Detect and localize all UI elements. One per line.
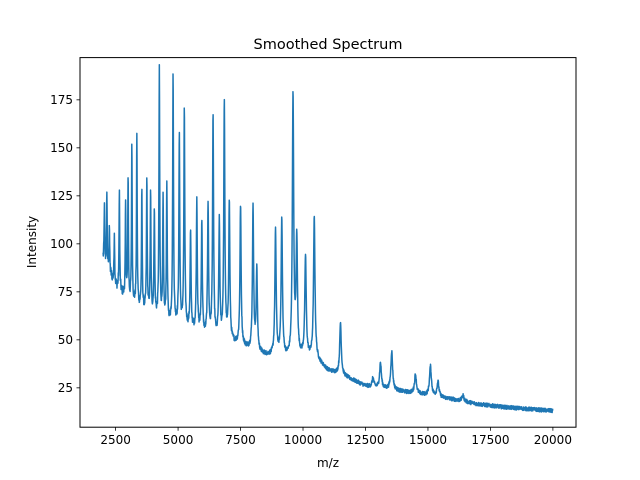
x-tick-label: 2500: [100, 433, 131, 447]
x-tick-label: 12500: [346, 433, 384, 447]
x-axis: 2500 5000 7500 10000 12500 15000 17500 20000: [100, 427, 572, 447]
plot-area: [102, 64, 554, 414]
y-tick-label: 175: [50, 93, 73, 107]
y-axis-label: Intensity: [25, 216, 39, 268]
chart-title: Smoothed Spectrum: [254, 37, 403, 53]
x-axis-label: m/z: [317, 456, 339, 470]
y-tick-label: 50: [58, 333, 73, 347]
y-tick-label: 75: [58, 285, 73, 299]
y-tick-label: 25: [58, 381, 73, 395]
y-tick-label: 150: [50, 141, 73, 155]
x-tick-label: 7500: [225, 433, 256, 447]
y-tick-label: 125: [50, 189, 73, 203]
spectrum-series-line: [102, 64, 554, 414]
x-tick-label: 10000: [284, 433, 322, 447]
x-tick-label: 5000: [163, 433, 194, 447]
x-tick-label: 15000: [409, 433, 447, 447]
x-tick-label: 20000: [534, 433, 572, 447]
y-axis: 25 50 75 100 125 150 175: [50, 93, 80, 395]
x-tick-label: 17500: [471, 433, 509, 447]
y-tick-label: 100: [50, 237, 73, 251]
axes-frame: [79, 57, 577, 428]
